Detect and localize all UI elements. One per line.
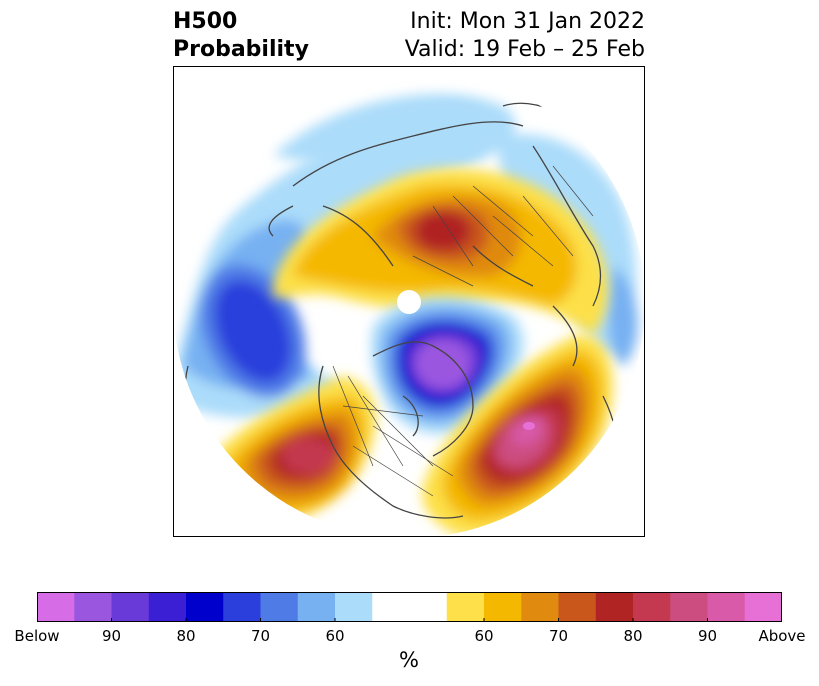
- colorbar-tick-label: 70: [250, 627, 271, 645]
- title-left: H500 Probability: [173, 8, 309, 64]
- pole-point: [397, 290, 421, 314]
- colorbar-segment: [111, 592, 150, 622]
- colorbar-segment: [335, 592, 373, 622]
- valid-range: Valid: 19 Feb – 25 Feb: [404, 37, 645, 62]
- colorbar-segment: [633, 592, 671, 622]
- colorbar-unit-label: %: [399, 648, 419, 672]
- colorbar-segment: [484, 592, 522, 622]
- colorbar-segment: [558, 592, 597, 622]
- colorbar-tick-label: Above: [758, 627, 806, 645]
- colorbar-tick-label: 70: [548, 627, 569, 645]
- colorbar-segment: [744, 592, 782, 622]
- colorbar-segment: [148, 592, 187, 622]
- init-date: Init: Mon 31 Jan 2022: [410, 9, 645, 34]
- above-max-north-atlantic: [523, 422, 535, 430]
- title-right: Init: Mon 31 Jan 2022 Valid: 19 Feb – 25…: [405, 8, 645, 64]
- colorbar-tick-label: 80: [623, 627, 643, 645]
- colorbar-segment: [372, 592, 410, 622]
- colorbar-tick-label: 90: [101, 627, 122, 645]
- colorbar-segment: [707, 592, 746, 622]
- colorbar-tick-label: 90: [697, 627, 718, 645]
- colorbar-segment: [74, 592, 112, 622]
- map-frame: [173, 66, 645, 537]
- probability-map: [173, 66, 645, 537]
- colorbar-tick-label: Below: [14, 627, 60, 645]
- borders: [332, 165, 594, 497]
- title-product: Probability: [173, 37, 309, 62]
- colorbar-segment: [223, 592, 261, 622]
- colorbar-tick-label: 60: [474, 627, 494, 645]
- colorbar-segment: [186, 592, 224, 622]
- title-variable: H500: [173, 9, 238, 34]
- above-region-siberia: [273, 168, 608, 336]
- colorbar-segment: [297, 592, 336, 622]
- colorbar-segment: [595, 592, 634, 622]
- colorbar: [37, 592, 782, 622]
- colorbar-segment: [409, 592, 448, 622]
- colorbar-frame: [37, 592, 782, 622]
- colorbar-segment: [446, 592, 485, 622]
- colorbar-segment: [521, 592, 559, 622]
- colorbar-tick-label: 80: [176, 627, 196, 645]
- colorbar-segment: [37, 592, 75, 622]
- colorbar-segment: [260, 592, 299, 622]
- colorbar-segment: [670, 592, 708, 622]
- colorbar-tick-label: 60: [325, 627, 345, 645]
